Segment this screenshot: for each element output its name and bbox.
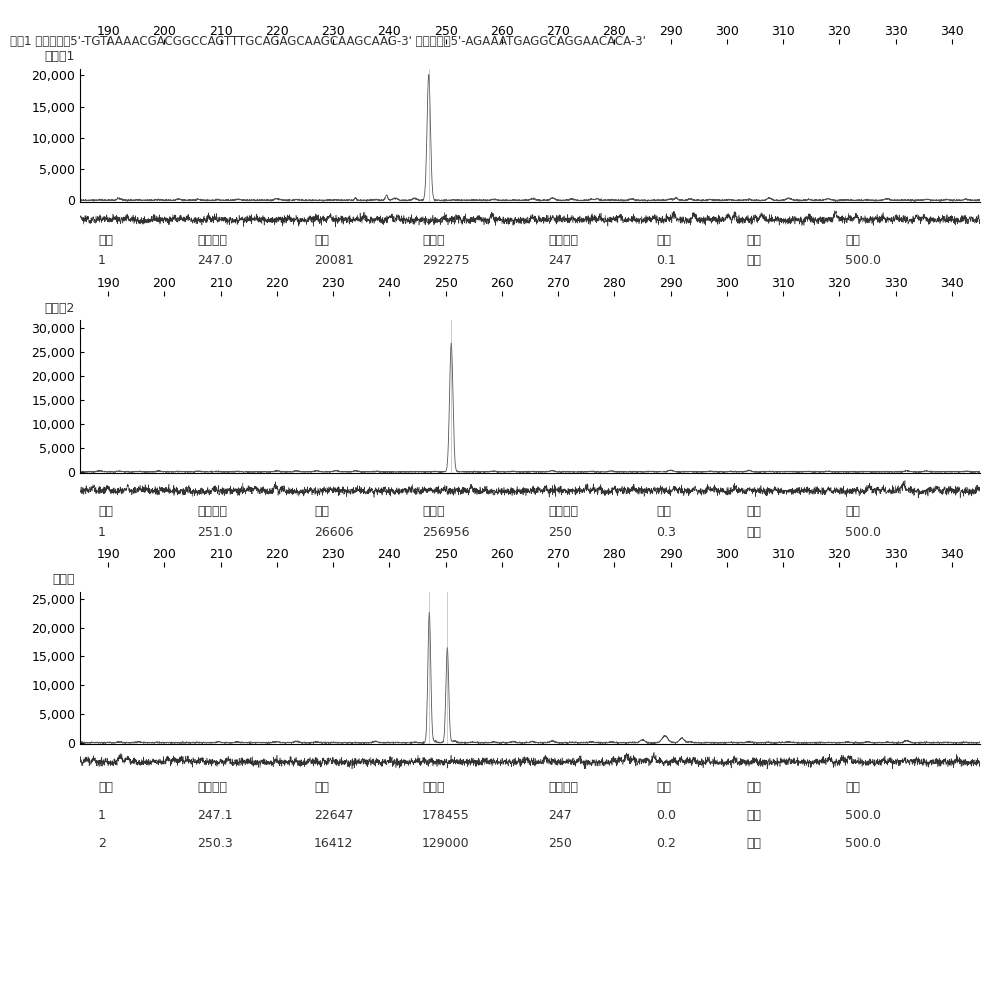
- Text: 0.3: 0.3: [656, 526, 676, 538]
- Text: 对比例2: 对比例2: [45, 302, 75, 315]
- Text: 峰面积: 峰面积: [422, 234, 444, 246]
- Text: 评分: 评分: [845, 505, 860, 518]
- Text: 等位基因: 等位基因: [548, 781, 578, 794]
- Text: 峰面积: 峰面积: [422, 781, 444, 794]
- Text: 251.0: 251.0: [197, 526, 233, 538]
- Text: 试验例: 试验例: [52, 573, 75, 586]
- Text: 峰面积: 峰面积: [422, 505, 444, 518]
- Text: 评分: 评分: [845, 234, 860, 246]
- Text: 序号: 序号: [98, 781, 113, 794]
- Text: 500.0: 500.0: [845, 837, 881, 850]
- Text: 500.0: 500.0: [845, 526, 881, 538]
- Text: 峰高: 峰高: [314, 781, 329, 794]
- Text: 20081: 20081: [314, 254, 354, 267]
- Text: 合格: 合格: [746, 254, 761, 267]
- Text: 247: 247: [548, 254, 572, 267]
- Text: 0.2: 0.2: [656, 837, 676, 850]
- Text: 合格: 合格: [746, 526, 761, 538]
- Text: 峰高: 峰高: [314, 234, 329, 246]
- Text: 0.0: 0.0: [656, 810, 676, 822]
- Text: 500.0: 500.0: [845, 810, 881, 822]
- Text: 合格: 合格: [746, 837, 761, 850]
- Text: 250: 250: [548, 526, 572, 538]
- Text: 偏差: 偏差: [656, 505, 671, 518]
- Text: 序号: 序号: [98, 505, 113, 518]
- Text: 250.3: 250.3: [197, 837, 233, 850]
- Text: 偏差: 偏差: [656, 781, 671, 794]
- Text: 500.0: 500.0: [845, 254, 881, 267]
- Text: 2: 2: [98, 837, 106, 850]
- Text: 片段大小: 片段大小: [197, 781, 227, 794]
- Text: 质量: 质量: [746, 234, 761, 246]
- Text: 合格: 合格: [746, 810, 761, 822]
- Text: 序号: 序号: [98, 234, 113, 246]
- Text: 峰高: 峰高: [314, 505, 329, 518]
- Text: 对比例1: 对比例1: [45, 50, 75, 63]
- Text: 等位基因: 等位基因: [548, 234, 578, 246]
- Text: 质量: 质量: [746, 505, 761, 518]
- Text: 129000: 129000: [422, 837, 470, 850]
- Text: 片段大小: 片段大小: [197, 505, 227, 518]
- Text: 等位基因: 等位基因: [548, 505, 578, 518]
- Text: 质量: 质量: [746, 781, 761, 794]
- Text: 247.0: 247.0: [197, 254, 233, 267]
- Text: 16412: 16412: [314, 837, 353, 850]
- Text: 178455: 178455: [422, 810, 470, 822]
- Text: 22647: 22647: [314, 810, 354, 822]
- Text: 引犘1 上游引物：5'-TGTAAAACGACGGCCAGTTTGCAGAGCAAGCAAGCAAG-3' 下游引物：5'-AGAAATGAGGCAGGAACA: 引犘1 上游引物：5'-TGTAAAACGACGGCCAGTTTGCAGAGCA…: [10, 35, 646, 47]
- Text: 292275: 292275: [422, 254, 470, 267]
- Text: 1: 1: [98, 526, 106, 538]
- Text: 评分: 评分: [845, 781, 860, 794]
- Text: 247: 247: [548, 810, 572, 822]
- Text: 0.1: 0.1: [656, 254, 676, 267]
- Text: 26606: 26606: [314, 526, 354, 538]
- Text: 1: 1: [98, 810, 106, 822]
- Text: 247.1: 247.1: [197, 810, 233, 822]
- Text: 片段大小: 片段大小: [197, 234, 227, 246]
- Text: 256956: 256956: [422, 526, 470, 538]
- Text: 1: 1: [98, 254, 106, 267]
- Text: 250: 250: [548, 837, 572, 850]
- Text: 偏差: 偏差: [656, 234, 671, 246]
